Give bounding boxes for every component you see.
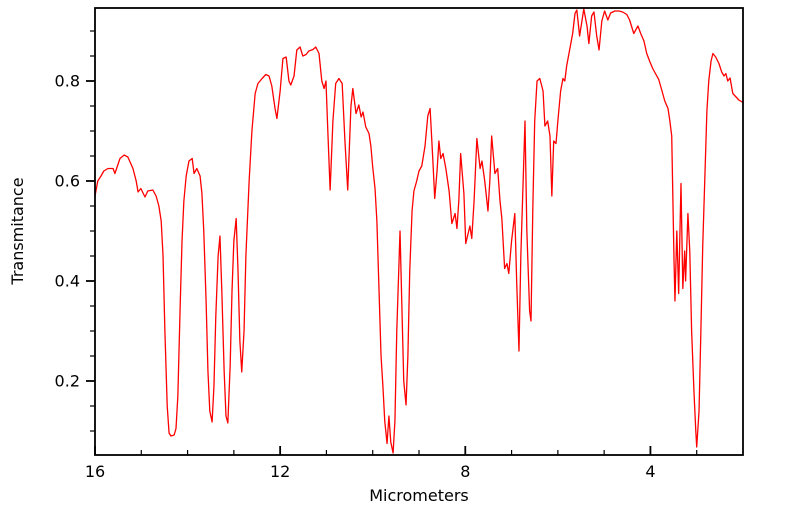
y-axis-title: Transmitance (8, 177, 27, 285)
x-tick-label: 16 (85, 462, 105, 481)
y-tick-label: 0.6 (55, 172, 80, 191)
y-tick-label: 0.8 (55, 72, 80, 91)
x-tick-label: 8 (460, 462, 470, 481)
x-tick-label: 4 (645, 462, 655, 481)
y-tick-label: 0.4 (55, 272, 80, 291)
x-axis-title: Micrometers (369, 486, 469, 505)
y-tick-label: 0.2 (55, 372, 80, 391)
x-tick-label: 12 (270, 462, 290, 481)
spectrum-line (94, 8, 744, 454)
